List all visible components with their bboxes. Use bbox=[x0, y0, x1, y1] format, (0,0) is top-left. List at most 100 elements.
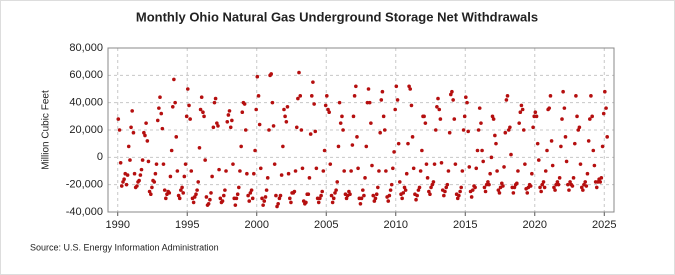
point bbox=[384, 169, 388, 173]
point bbox=[409, 103, 414, 108]
point bbox=[417, 185, 422, 190]
point bbox=[311, 80, 315, 84]
point bbox=[336, 144, 341, 149]
point bbox=[194, 192, 198, 197]
point bbox=[451, 98, 455, 102]
point bbox=[382, 128, 387, 132]
point bbox=[475, 148, 480, 153]
point bbox=[199, 95, 204, 99]
point bbox=[591, 148, 596, 153]
point bbox=[282, 107, 286, 112]
x-tick-label: 1995 bbox=[175, 219, 199, 231]
point bbox=[159, 111, 164, 116]
point bbox=[189, 169, 194, 173]
point bbox=[272, 162, 277, 166]
point bbox=[288, 196, 292, 201]
point bbox=[283, 114, 287, 119]
x-tick-label: 2025 bbox=[592, 219, 616, 231]
point bbox=[161, 162, 166, 166]
point bbox=[470, 188, 475, 192]
point bbox=[246, 193, 250, 198]
point bbox=[469, 195, 474, 199]
point bbox=[240, 110, 245, 115]
point bbox=[334, 188, 338, 192]
point bbox=[376, 185, 380, 190]
point bbox=[519, 103, 524, 108]
point bbox=[583, 180, 588, 184]
point bbox=[319, 193, 323, 198]
point bbox=[254, 107, 258, 112]
x-tick-label: 2000 bbox=[244, 219, 268, 231]
point bbox=[125, 173, 130, 177]
point bbox=[378, 130, 382, 135]
point bbox=[243, 128, 248, 132]
point bbox=[321, 169, 326, 173]
source: Source: U.S. Energy Information Administ… bbox=[30, 242, 219, 252]
point bbox=[256, 94, 261, 98]
point bbox=[327, 110, 331, 115]
point bbox=[225, 120, 230, 124]
point bbox=[431, 180, 436, 184]
point bbox=[466, 129, 470, 134]
point bbox=[502, 165, 506, 169]
point bbox=[539, 189, 543, 194]
point bbox=[129, 125, 133, 130]
point bbox=[424, 162, 429, 166]
point bbox=[404, 171, 409, 176]
point bbox=[584, 184, 589, 188]
point bbox=[181, 191, 186, 195]
point bbox=[293, 169, 298, 173]
point bbox=[436, 96, 440, 101]
point bbox=[323, 103, 328, 108]
point bbox=[356, 166, 360, 171]
point bbox=[394, 84, 399, 89]
point bbox=[328, 162, 333, 166]
point bbox=[349, 169, 353, 173]
point bbox=[571, 176, 576, 180]
point bbox=[292, 189, 297, 194]
point bbox=[493, 133, 497, 138]
point bbox=[298, 94, 303, 98]
x-tick-label: 2010 bbox=[384, 219, 408, 231]
point bbox=[366, 87, 371, 91]
point bbox=[347, 189, 351, 194]
point bbox=[599, 176, 604, 180]
point bbox=[517, 121, 521, 125]
point bbox=[218, 196, 223, 201]
point bbox=[490, 114, 495, 119]
point bbox=[589, 94, 593, 98]
point bbox=[313, 129, 318, 134]
point bbox=[564, 159, 569, 164]
point bbox=[550, 163, 555, 168]
point bbox=[435, 104, 439, 109]
point bbox=[185, 87, 190, 91]
point bbox=[131, 130, 136, 135]
point bbox=[208, 197, 212, 202]
point bbox=[344, 196, 349, 201]
point bbox=[276, 202, 280, 206]
point bbox=[180, 185, 184, 190]
point bbox=[277, 196, 282, 201]
y-tick-label: 80,000 bbox=[69, 42, 103, 54]
point bbox=[408, 87, 413, 91]
point bbox=[210, 174, 214, 179]
point bbox=[281, 144, 285, 149]
point bbox=[393, 107, 397, 112]
point bbox=[467, 165, 472, 169]
point bbox=[391, 166, 395, 171]
y-tick-label: -40,000 bbox=[66, 206, 103, 218]
point bbox=[330, 200, 335, 205]
point bbox=[533, 110, 538, 115]
point bbox=[457, 193, 461, 198]
point bbox=[167, 191, 172, 195]
point bbox=[567, 188, 571, 192]
point bbox=[489, 155, 494, 160]
point bbox=[341, 128, 345, 132]
point bbox=[369, 121, 373, 125]
point bbox=[184, 114, 189, 119]
point bbox=[192, 195, 197, 199]
point bbox=[491, 117, 496, 121]
point bbox=[416, 188, 421, 192]
point bbox=[242, 102, 247, 106]
